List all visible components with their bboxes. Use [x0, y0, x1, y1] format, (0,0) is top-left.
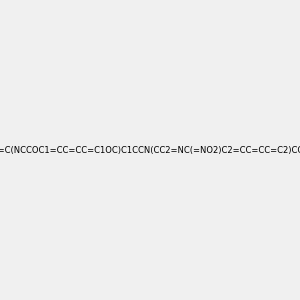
Text: O=C(NCCOC1=CC=CC=C1OC)C1CCN(CC2=NC(=NO2)C2=CC=CC=C2)CC1: O=C(NCCOC1=CC=CC=C1OC)C1CCN(CC2=NC(=NO2)…	[0, 146, 300, 154]
